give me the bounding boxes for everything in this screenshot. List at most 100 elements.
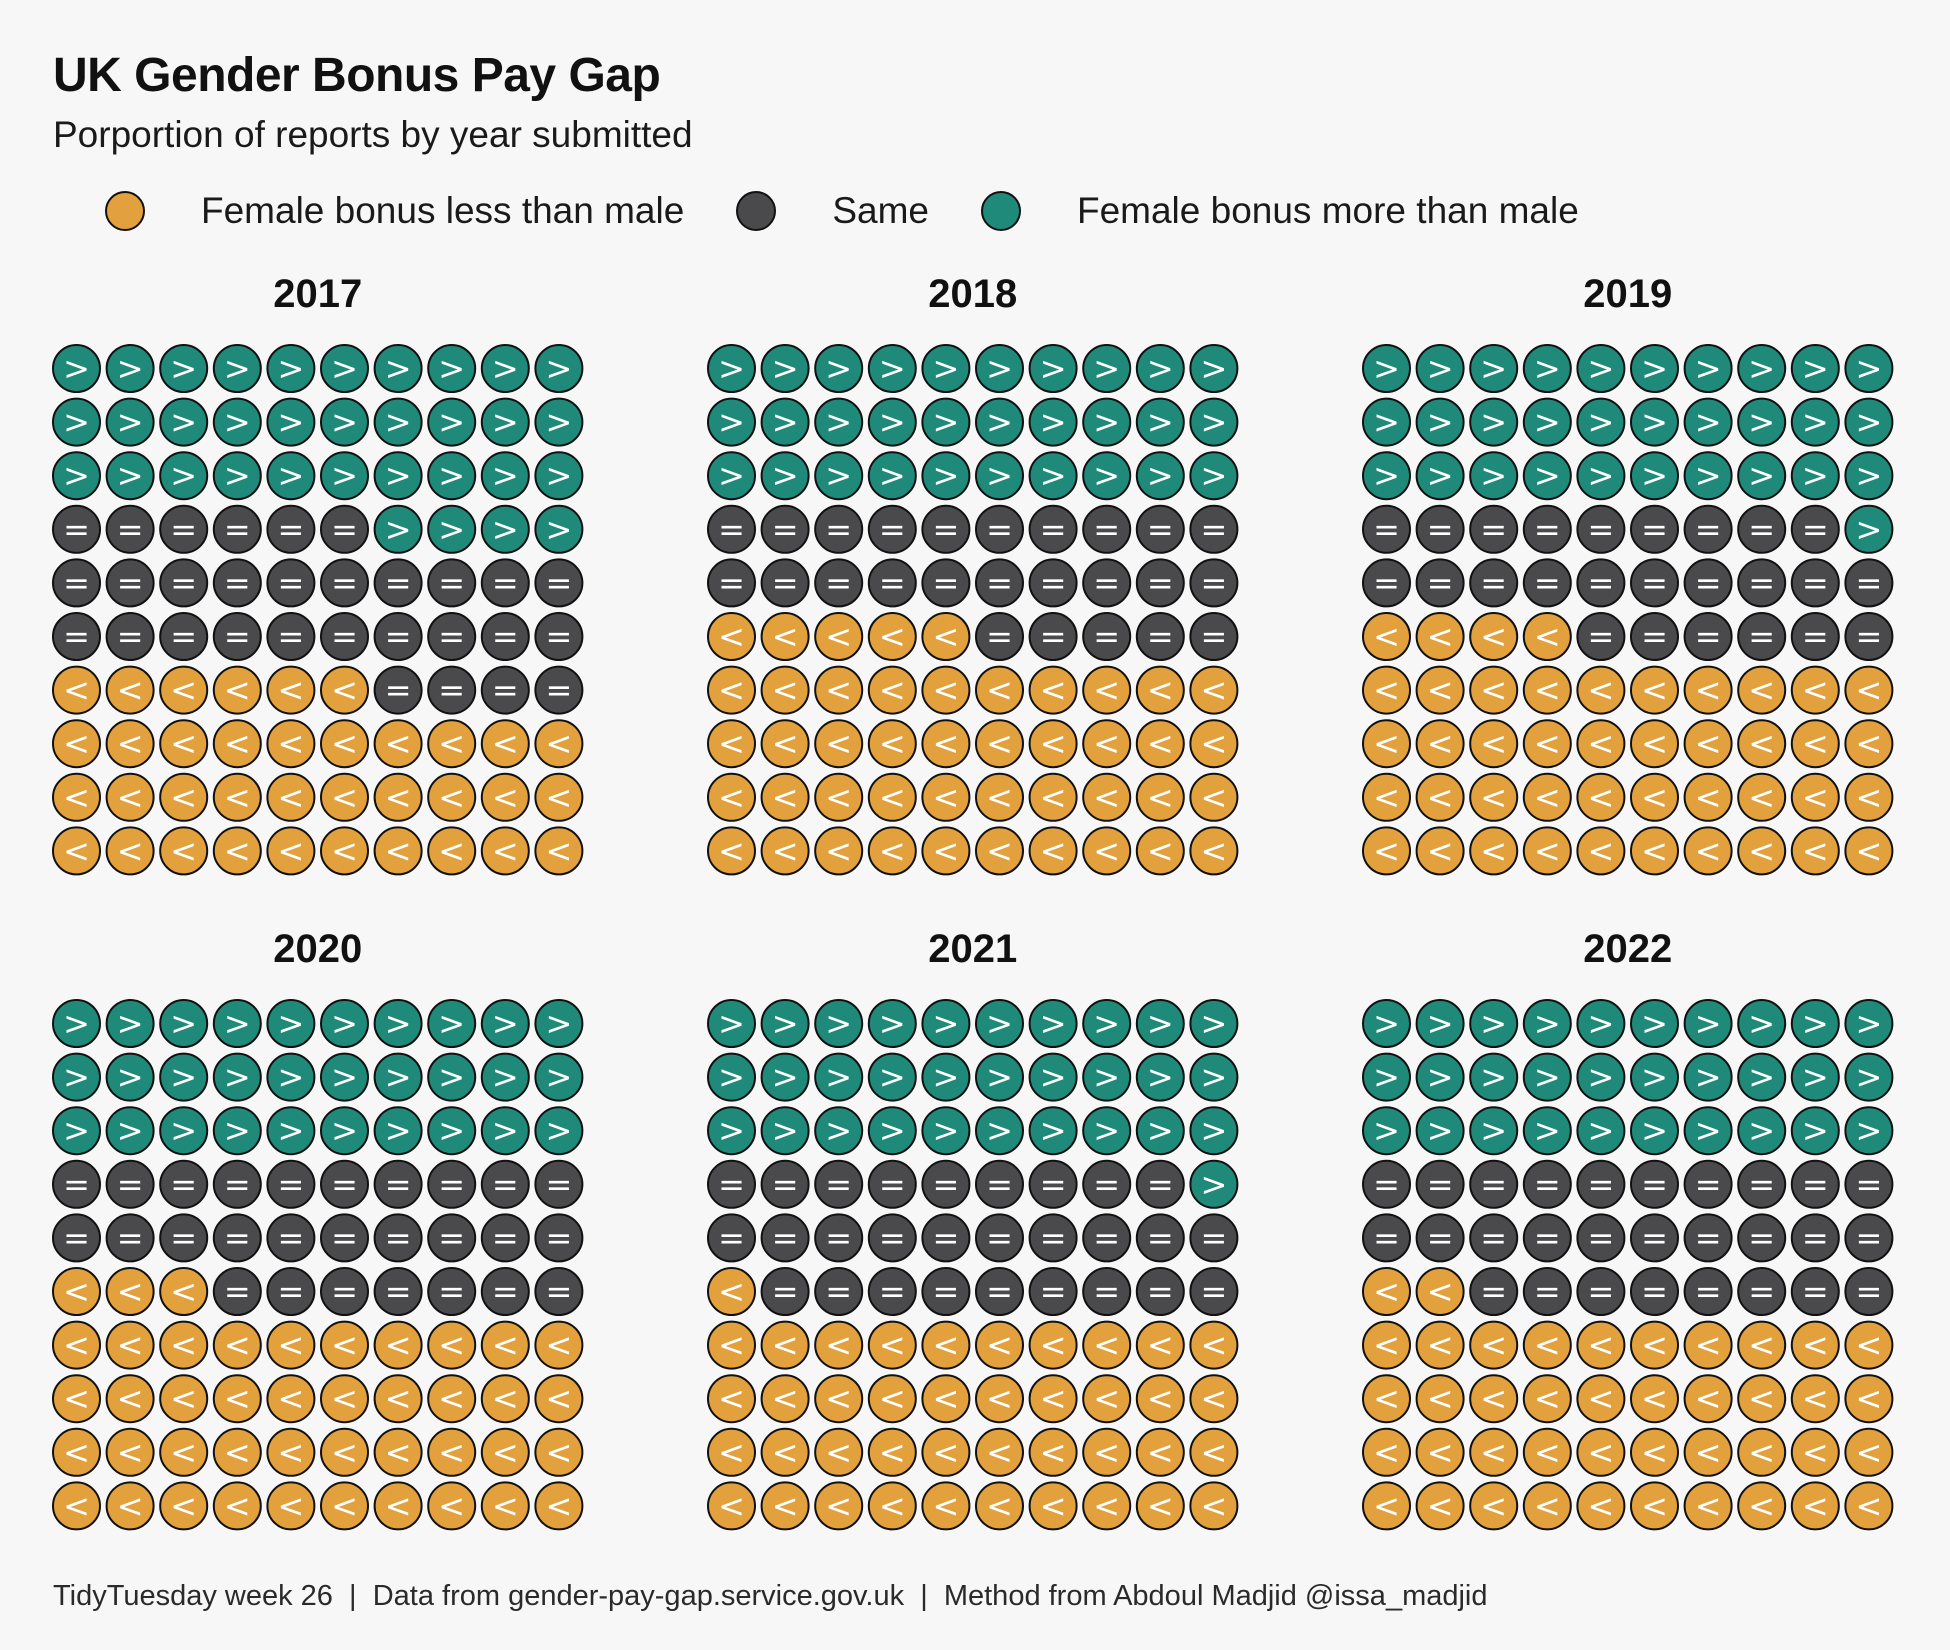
waffle-symbol-same: = (1147, 618, 1174, 656)
waffle-symbol-less: < (1200, 725, 1227, 763)
waffle-cell-same (1082, 1213, 1132, 1263)
waffle-cell-same (867, 558, 917, 608)
waffle-cell-more (1790, 344, 1840, 393)
waffle-symbol-more: > (1093, 1005, 1120, 1043)
waffle-cell-less (707, 1374, 756, 1424)
waffle-cell-less (921, 1481, 971, 1531)
waffle-symbol-less: < (1641, 778, 1668, 816)
waffle-symbol-less: < (1587, 832, 1614, 870)
waffle-symbol-more: > (438, 1005, 465, 1043)
waffle-cell-less (760, 1374, 810, 1424)
waffle-symbol-less: < (492, 1487, 519, 1525)
waffle-symbol-same: = (1802, 510, 1829, 548)
waffle-symbol-same: = (1855, 1165, 1882, 1203)
waffle-cell-less (1630, 719, 1679, 769)
waffle-cell-less (212, 1320, 262, 1370)
waffle-symbol-less: < (932, 832, 959, 870)
waffle-cell-less (320, 1320, 369, 1370)
waffle-cell-less (760, 612, 810, 661)
waffle-symbol-more: > (1480, 1005, 1507, 1043)
waffle-symbol-more: > (1641, 457, 1668, 495)
waffle-cell-more (212, 999, 262, 1048)
waffle-symbol-same: = (718, 564, 745, 602)
waffle-symbol-less: < (385, 1487, 412, 1525)
waffle-cell-less (1630, 665, 1679, 715)
waffle-cell-less (1362, 665, 1411, 715)
waffle-symbol-less: < (224, 778, 251, 816)
waffle-cell-less (266, 772, 316, 822)
waffle-symbol-less: < (224, 1380, 251, 1418)
waffle-symbol-more: > (545, 1112, 572, 1150)
waffle-symbol-less: < (1695, 725, 1722, 763)
waffle-cell-same (1362, 1159, 1411, 1209)
waffle-cell-same (1790, 1213, 1840, 1263)
waffle-cell-less (975, 826, 1024, 876)
waffle-symbol-more: > (1427, 1112, 1454, 1150)
waffle-cell-less (1683, 1481, 1733, 1531)
waffle-cell-less (1415, 1267, 1465, 1316)
waffle-symbol-more: > (492, 350, 519, 388)
waffle-cell-less (867, 1481, 917, 1531)
waffle-symbol-less: < (1748, 725, 1775, 763)
waffle-symbol-less: < (1373, 1433, 1400, 1471)
waffle-cell-less (975, 1374, 1024, 1424)
waffle-cell-more (1028, 1052, 1078, 1102)
waffle-symbol-less: < (1802, 832, 1829, 870)
waffle-symbol-less: < (1427, 1326, 1454, 1364)
waffle-symbol-less: < (438, 1380, 465, 1418)
waffle-cell-less (1522, 1374, 1572, 1424)
waffle-symbol-same: = (277, 1273, 304, 1311)
waffle-cell-same (1028, 558, 1078, 608)
waffle-cell-same (1683, 1267, 1733, 1316)
waffle-symbol-same: = (1855, 1273, 1882, 1311)
waffle-cell-same (159, 1159, 209, 1209)
waffle-symbol-less: < (1200, 1326, 1227, 1364)
waffle-cell-less (1028, 719, 1078, 769)
waffle-symbol-same: = (1534, 1165, 1561, 1203)
waffle-cell-more (212, 1106, 262, 1156)
waffle-symbol-same: = (438, 1219, 465, 1257)
waffle-symbol-less: < (1587, 1380, 1614, 1418)
waffle-symbol-more: > (492, 403, 519, 441)
waffle-symbol-same: = (1200, 564, 1227, 602)
waffle-symbol-less: < (1480, 1326, 1507, 1364)
waffle-cell-more (427, 1106, 477, 1156)
waffle-symbol-less: < (1373, 778, 1400, 816)
waffle-cell-same (1683, 1159, 1733, 1209)
waffle-symbol-less: < (1748, 778, 1775, 816)
waffle-symbol-more: > (331, 1058, 358, 1096)
waffle-symbol-less: < (1093, 1326, 1120, 1364)
waffle-cell-same (1469, 1267, 1519, 1316)
waffle-symbol-less: < (1534, 1380, 1561, 1418)
waffle-cell-less (760, 1427, 810, 1477)
waffle-cell-less (1576, 1320, 1626, 1370)
waffle-cell-more (427, 504, 477, 554)
waffle-cell-same (707, 1159, 756, 1209)
waffle-symbol-more: > (1748, 350, 1775, 388)
waffle-symbol-less: < (331, 1380, 358, 1418)
teal-circle-icon (980, 191, 1021, 231)
waffle-cell-less (1683, 1374, 1733, 1424)
waffle-cell-more (52, 451, 101, 501)
waffle-cell-more (921, 344, 971, 393)
waffle-cell-more (1576, 451, 1626, 501)
waffle-cell-same (212, 558, 262, 608)
waffle-cell-less (1082, 665, 1132, 715)
waffle-cell-less (159, 772, 209, 822)
waffle-symbol-less: < (986, 1380, 1013, 1418)
waffle-symbol-more: > (1695, 350, 1722, 388)
waffle-symbol-same: = (1147, 564, 1174, 602)
waffle-symbol-same: = (170, 618, 197, 656)
waffle-cell-same (707, 558, 756, 608)
waffle-symbol-more: > (1748, 1058, 1775, 1096)
waffle-cell-same (1082, 558, 1132, 608)
waffle-cell-more (1630, 451, 1679, 501)
waffle-symbol-more: > (385, 403, 412, 441)
waffle-symbol-less: < (117, 1433, 144, 1471)
waffle-symbol-less: < (1855, 778, 1882, 816)
waffle-cell-same (105, 612, 155, 661)
waffle-symbol-more: > (1040, 1058, 1067, 1096)
waffle-symbol-same: = (224, 1219, 251, 1257)
waffle-cell-less (707, 772, 756, 822)
waffle-symbol-same: = (718, 1219, 745, 1257)
